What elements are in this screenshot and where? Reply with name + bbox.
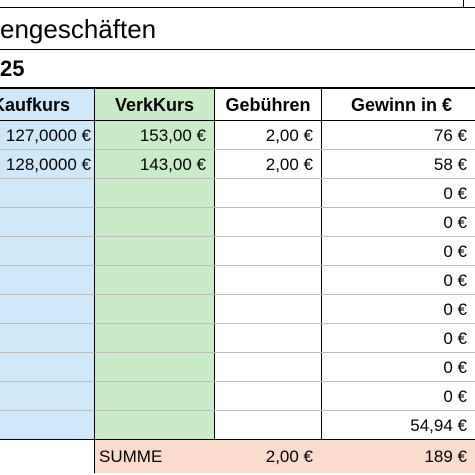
cell-kaufkurs[interactable] [0,237,95,266]
cell-verkkurs[interactable] [94,324,215,353]
cell-gebuehren[interactable] [214,324,322,353]
header-kaufkurs[interactable]: Kaufkurs [0,88,95,121]
cell-gebuehren[interactable] [214,266,322,295]
cell-gebuehren[interactable] [214,353,322,382]
cell-gewinn[interactable]: 0 € [321,382,475,411]
cell-kaufkurs[interactable]: 127,0000 € [0,121,95,150]
cell-kaufkurs[interactable] [0,266,95,295]
year-label[interactable]: 25 [0,50,475,88]
cell-verkkurs[interactable] [94,179,215,208]
cell-verkkurs[interactable] [94,208,215,237]
cell-gewinn[interactable]: 0 € [321,295,475,324]
cell-kaufkurs[interactable] [0,324,95,353]
cell-gebuehren[interactable] [214,382,322,411]
summe-label[interactable]: SUMME [94,439,215,473]
cell-gebuehren[interactable] [214,411,322,440]
cell-gewinn[interactable]: 76 € [321,121,475,150]
gridline-top [0,7,475,8]
cell-gebuehren[interactable]: 2,00 € [214,150,322,179]
cell-kaufkurs[interactable] [0,295,95,324]
cell-kaufkurs[interactable] [0,411,95,440]
header-gebuehren[interactable]: Gebühren [214,88,322,121]
cell-verkkurs[interactable] [94,237,215,266]
cell-gewinn[interactable]: 0 € [321,266,475,295]
cell-kaufkurs[interactable] [0,208,95,237]
cell-verkkurs[interactable] [94,411,215,440]
header-verkkurs[interactable]: VerkKurs [94,88,215,121]
cell-kaufkurs[interactable] [0,353,95,382]
cell-gebuehren[interactable]: 2,00 € [214,121,322,150]
cell-verkkurs[interactable]: 143,00 € [94,150,215,179]
cell-gewinn[interactable]: 54,94 € [321,411,475,440]
cell-gewinn[interactable]: 58 € [321,150,475,179]
cell-verkkurs[interactable] [94,295,215,324]
cell-verkkurs[interactable] [94,382,215,411]
cell-gebuehren[interactable] [214,179,322,208]
summe-gewinn[interactable]: 189 € [321,439,475,473]
cell-gebuehren[interactable] [214,295,322,324]
cell-gewinn[interactable]: 0 € [321,324,475,353]
cell-kaufkurs[interactable] [0,179,95,208]
summe-gebuehren[interactable]: 2,00 € [214,439,322,473]
summe-left-blank [0,439,95,473]
sheet-title[interactable]: engeschäften [0,8,475,50]
cell-gewinn[interactable]: 0 € [321,208,475,237]
cell-gebuehren[interactable] [214,208,322,237]
cell-verkkurs[interactable]: 153,00 € [94,121,215,150]
cell-gewinn[interactable]: 0 € [321,179,475,208]
cell-kaufkurs[interactable]: 128,0000 € [0,150,95,179]
gridline [463,0,464,8]
cell-gewinn[interactable]: 0 € [321,353,475,382]
cell-gewinn[interactable]: 0 € [321,237,475,266]
cell-verkkurs[interactable] [94,266,215,295]
header-gewinn[interactable]: Gewinn in € [321,88,475,121]
cell-gebuehren[interactable] [214,237,322,266]
cell-kaufkurs[interactable] [0,382,95,411]
cell-verkkurs[interactable] [94,353,215,382]
